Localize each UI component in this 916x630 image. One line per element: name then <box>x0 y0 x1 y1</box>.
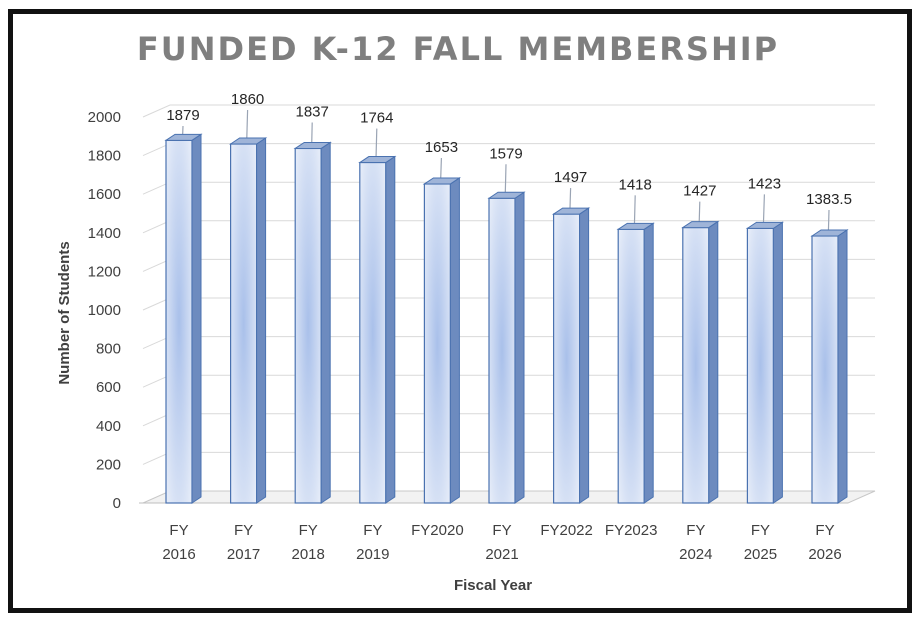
data-labels: 1879 1860 1837 1764 1653 1579 1497 1418 1427 1423… <box>166 91 852 208</box>
x-tick-label: FY 2018 <box>292 522 325 563</box>
bars <box>164 133 849 504</box>
y-tick-label: 1600 <box>88 186 121 203</box>
y-tick-label: 1200 <box>88 263 121 280</box>
bar-side <box>385 155 396 504</box>
bar-side <box>320 141 331 504</box>
bar-top <box>487 191 526 199</box>
bar <box>552 213 581 504</box>
y-tick-label: 2000 <box>88 109 121 126</box>
bar-side <box>449 177 460 504</box>
data-label: 1653 <box>425 139 458 156</box>
bar-top <box>616 222 655 230</box>
data-label: 1418 <box>619 176 652 193</box>
bar-side <box>514 191 525 504</box>
y-tick-label: 400 <box>96 418 121 435</box>
data-label: 1423 <box>748 175 781 192</box>
bar-side <box>708 220 719 504</box>
chart-title: FUNDED K-12 FALL MEMBERSHIP <box>136 30 780 68</box>
x-tick-label: FY 2025 <box>744 522 777 563</box>
bar <box>359 161 387 504</box>
x-tick-label: FY 2019 <box>356 522 389 563</box>
y-tick-label: 1000 <box>88 302 121 319</box>
bar <box>746 227 775 504</box>
y-tick-label: 200 <box>96 456 121 473</box>
x-tick-label: FY2022 <box>540 522 593 539</box>
x-tick-label: FY 2024 <box>679 522 712 563</box>
data-label: 1497 <box>554 169 587 186</box>
y-tick-label: 0 <box>113 495 121 512</box>
x-tick-label: FY2020 <box>411 522 464 539</box>
bar-top <box>358 156 397 164</box>
data-label: 1427 <box>683 183 716 200</box>
bar-side <box>256 137 267 504</box>
bar <box>294 147 322 504</box>
bar <box>811 235 839 504</box>
bar <box>617 228 645 504</box>
bar-side <box>579 207 590 504</box>
bar-side <box>837 229 848 504</box>
bar <box>165 139 193 504</box>
gridline <box>142 104 875 118</box>
data-label: 1879 <box>166 107 199 124</box>
bar-side <box>643 222 654 504</box>
bar-side <box>191 133 202 504</box>
y-tick-label: 1800 <box>88 148 121 165</box>
bar-top <box>681 221 720 229</box>
bar-top <box>745 221 785 229</box>
data-label: 1383.5 <box>806 191 852 208</box>
bar-top <box>422 177 462 185</box>
bar-top <box>228 137 268 145</box>
data-label: 1837 <box>296 103 329 120</box>
y-axis-ticks: 0 200 400 600 800 1000 1200 1400 1600 1800 2000 <box>88 109 121 512</box>
bar <box>423 183 451 504</box>
x-tick-label: FY 2017 <box>227 522 260 563</box>
bar <box>488 197 516 504</box>
x-axis-title: Fiscal Year <box>454 577 532 594</box>
data-label: 1579 <box>489 145 522 162</box>
x-tick-label: FY 2021 <box>485 522 518 563</box>
bar-top <box>293 141 332 149</box>
bar-top <box>551 207 591 215</box>
x-tick-label: FY2023 <box>605 522 658 539</box>
bar <box>682 226 710 504</box>
y-tick-label: 1400 <box>88 225 121 242</box>
x-tick-label: FY 2026 <box>808 522 841 563</box>
y-axis-title: Number of Students <box>56 241 73 384</box>
bar-top <box>164 133 203 141</box>
x-tick-label: FY 2016 <box>162 522 195 563</box>
y-tick-label: 600 <box>96 379 121 396</box>
y-tick-label: 800 <box>96 341 121 358</box>
x-axis-ticks: FY 2016 FY 2017 FY 2018 FY 2019 FY2020 FY 2021 FY20… <box>162 522 841 563</box>
data-label: 1764 <box>360 110 393 127</box>
bar-side <box>772 221 783 504</box>
bar-top <box>810 229 849 237</box>
data-label: 1860 <box>231 91 264 108</box>
bar <box>230 143 258 504</box>
